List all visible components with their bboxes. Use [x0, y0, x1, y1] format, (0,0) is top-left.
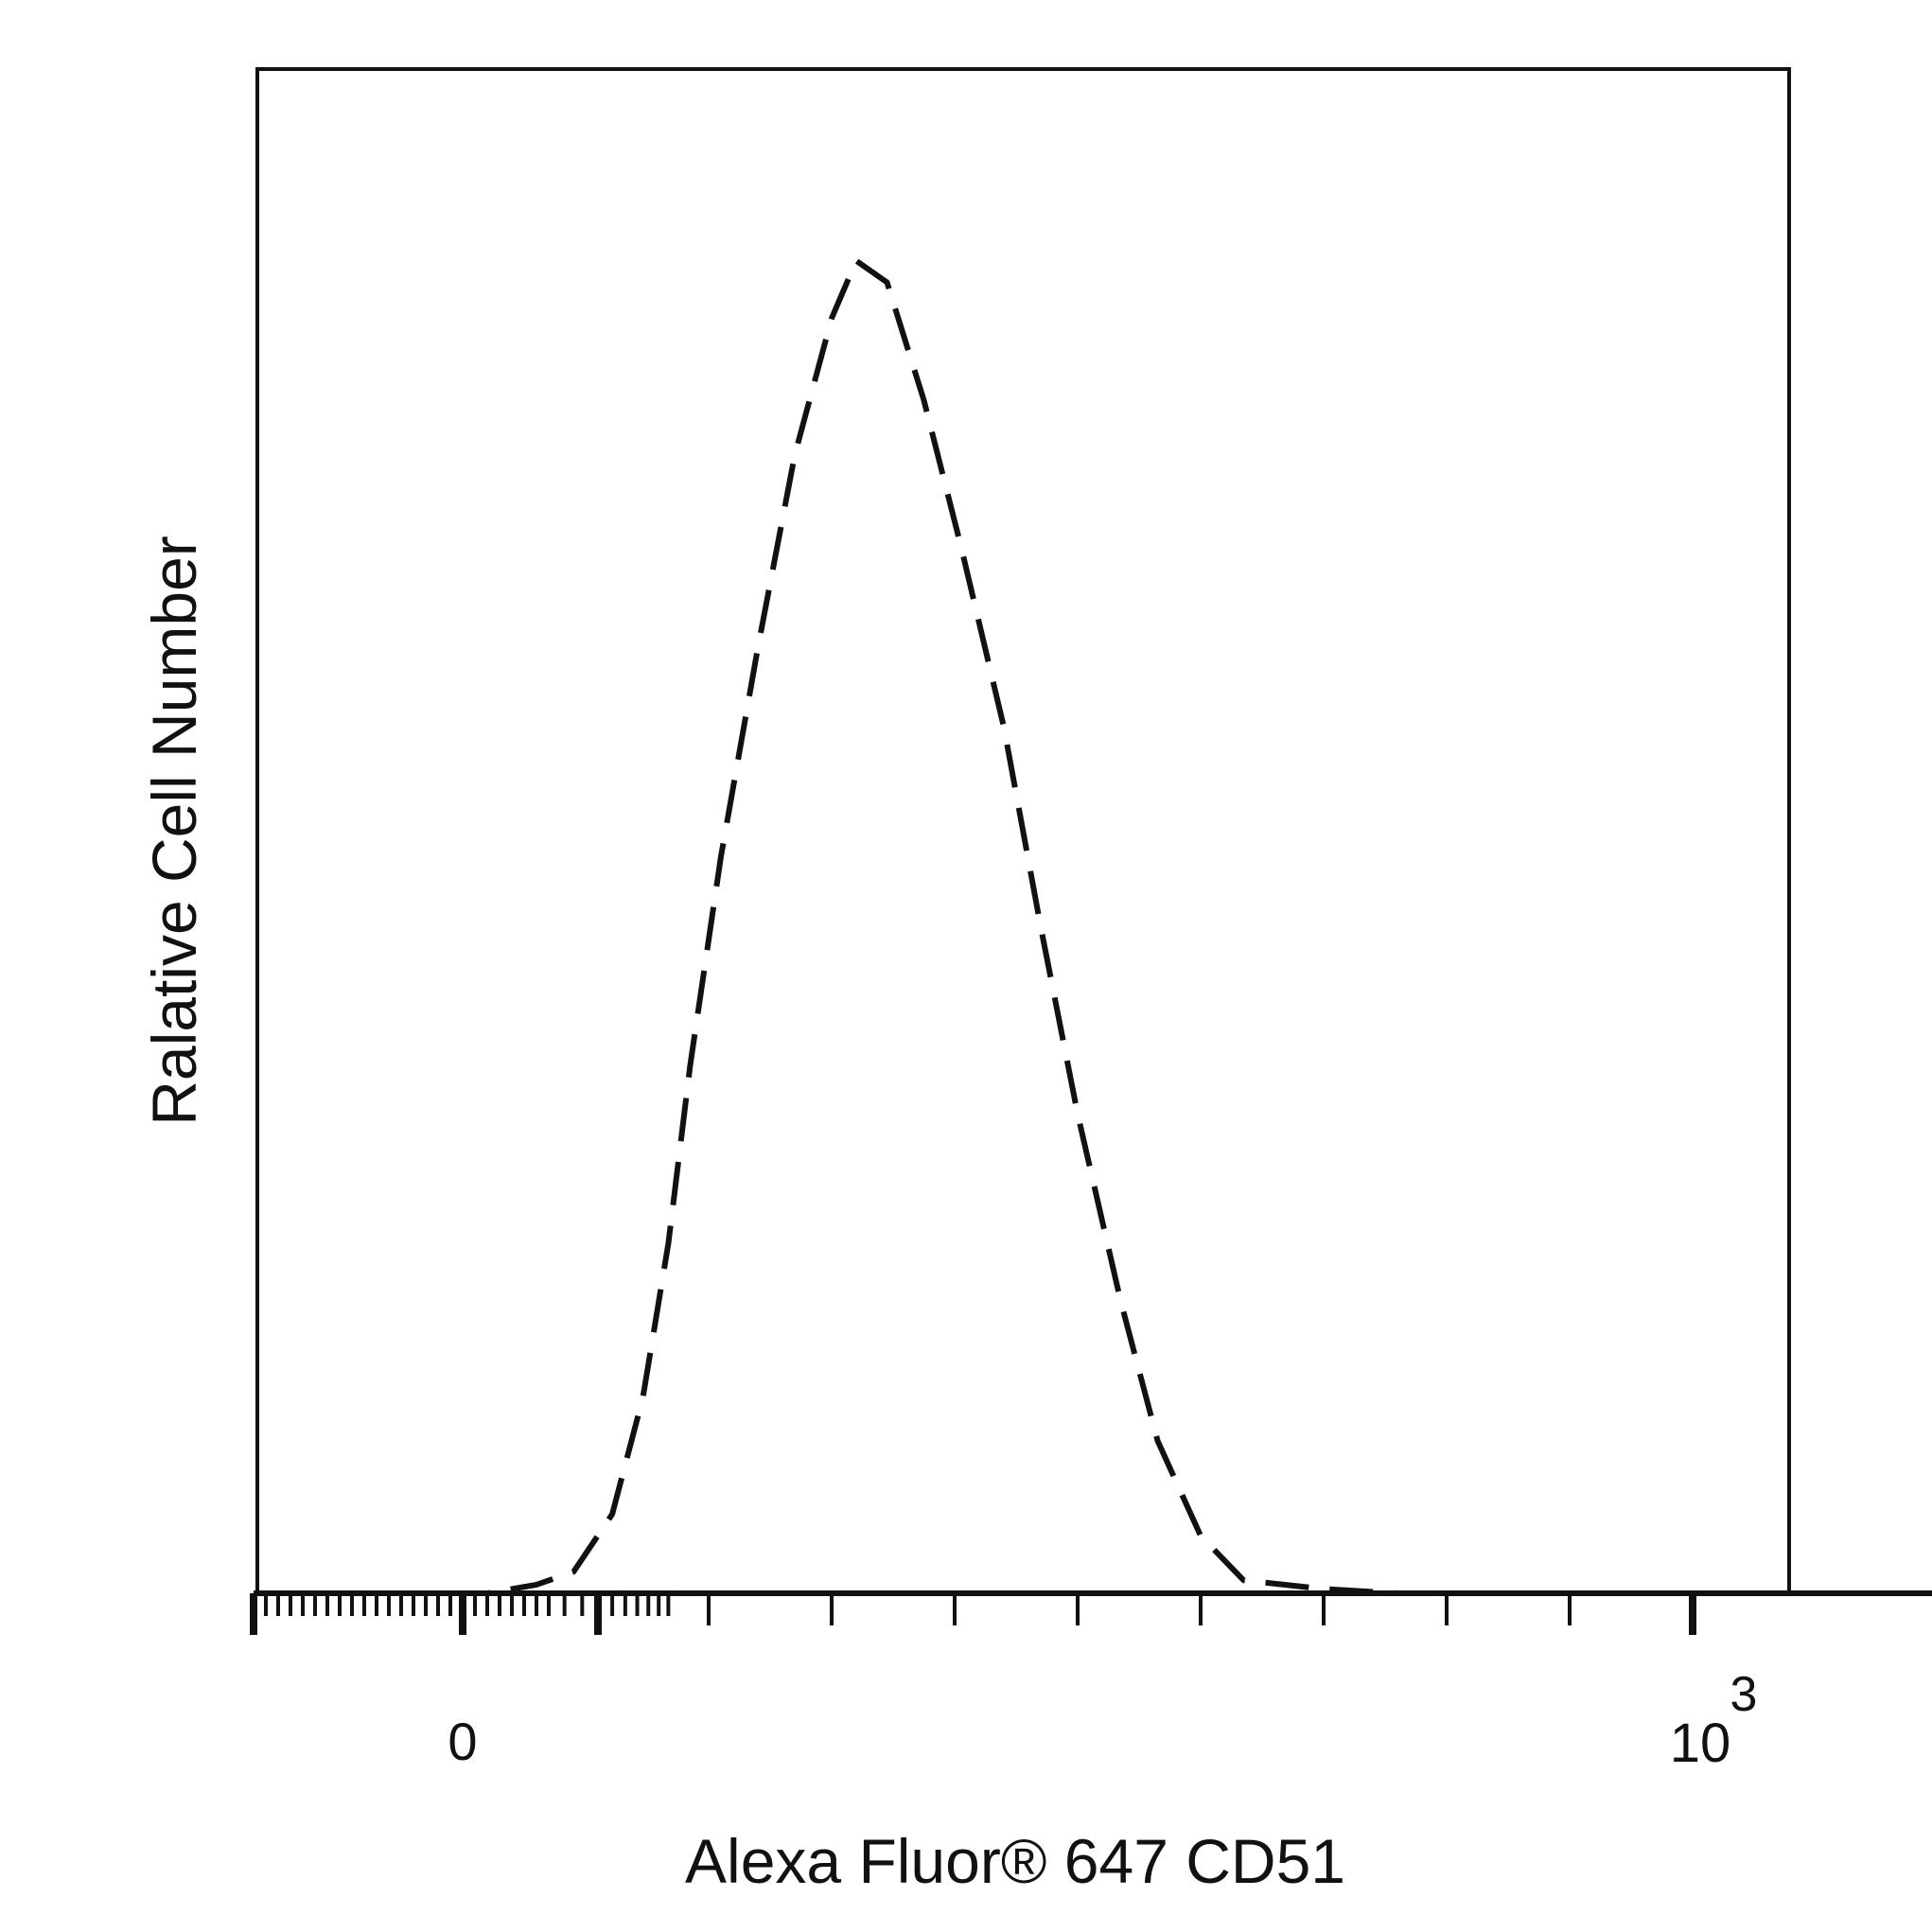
x-tick-label: 10 — [1670, 1712, 1731, 1774]
x-tick-label: 0 — [448, 1712, 477, 1771]
x-axis-label: Alexa Fluor® 647 CD51 — [685, 1826, 1345, 1896]
plot-frame — [255, 67, 1791, 1595]
x-tick-label-exponent: 3 — [1730, 1667, 1758, 1722]
dashed-series-line — [254, 257, 1932, 1596]
x-tick-labels: 0103104105 — [448, 1667, 1758, 1774]
x-minor-ticks — [264, 1593, 1572, 1625]
y-axis-label: Ralative Cell Number — [139, 536, 209, 1126]
x-major-ticks — [250, 1593, 1696, 1635]
series-layer — [254, 257, 1932, 1596]
